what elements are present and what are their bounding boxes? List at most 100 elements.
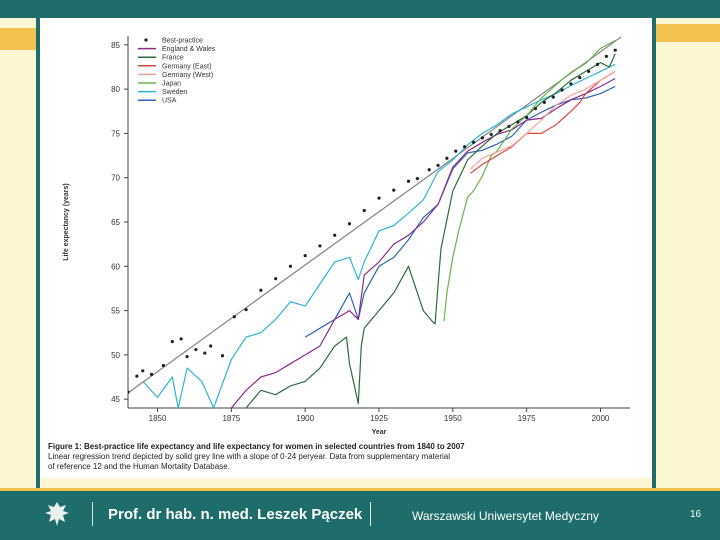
best-practice-point	[141, 369, 145, 373]
series-line-france	[244, 53, 616, 408]
best-practice-point	[209, 344, 213, 348]
best-practice-point	[333, 233, 337, 237]
best-practice-point	[498, 129, 502, 133]
x-axis-label: Year	[372, 429, 387, 436]
best-practice-point	[135, 374, 139, 378]
university-eagle-icon	[45, 502, 69, 526]
figure-caption: Figure 1: Best-practice life expectancy …	[48, 442, 648, 472]
legend-label: France	[162, 55, 184, 62]
figure-panel: 45 50 55 60 65 70 75 80 85 1850 1875 1900 1925 1950 19…	[40, 18, 652, 478]
best-practice-point	[604, 54, 608, 58]
caption-label: Figure 1:	[48, 442, 82, 451]
best-practice-point	[244, 308, 248, 312]
best-practice-point	[303, 254, 307, 258]
series-line-germany-west	[470, 70, 616, 170]
best-practice-point	[392, 188, 396, 192]
best-practice-point	[578, 76, 582, 80]
x-tick-label: 1850	[149, 414, 167, 423]
series-line-usa	[304, 85, 616, 338]
best-practice-point	[288, 264, 293, 268]
legend-label: Germany (East)	[162, 63, 211, 70]
best-practice-point	[347, 222, 352, 226]
regression-trend-line	[128, 36, 622, 394]
legend-label: Best-practice	[162, 38, 203, 45]
right-accent-bar	[654, 24, 720, 42]
y-tick-label: 80	[111, 85, 120, 94]
best-practice-point	[318, 244, 322, 248]
page-number: 16	[690, 509, 702, 520]
figure-right-border	[652, 18, 656, 488]
best-practice-point	[595, 62, 600, 66]
y-tick-label: 60	[111, 262, 120, 271]
best-practice-point	[489, 132, 493, 136]
best-practice-point	[161, 363, 166, 368]
series-line-sweden	[142, 63, 616, 408]
best-practice-point	[415, 177, 419, 181]
best-practice-point	[463, 145, 467, 149]
legend-label: Sweden	[162, 89, 187, 96]
best-practice-point	[560, 88, 564, 92]
plot-area	[128, 36, 622, 408]
x-tick-label: 2000	[592, 414, 610, 423]
best-practice-point	[525, 115, 529, 120]
legend-label: Germany (West)	[162, 72, 213, 79]
best-practice-point	[516, 120, 520, 124]
legend-marker-best-practice	[144, 38, 148, 42]
best-practice-point	[259, 288, 263, 292]
x-tick-label: 1900	[296, 414, 314, 423]
left-accent-bar	[0, 28, 40, 50]
footer-author: Prof. dr hab. n. med. Leszek Pączek	[108, 506, 363, 523]
best-practice-point	[613, 48, 617, 52]
top-band	[0, 0, 720, 18]
x-tick-label: 1875	[222, 414, 240, 423]
x-tick-label: 1950	[444, 414, 462, 423]
best-practice-point	[362, 208, 366, 213]
footer-gold-line	[0, 488, 720, 491]
caption-line-3: of reference 12 and the Human Mortality …	[48, 462, 230, 471]
caption-title: Best-practice life expectancy and life e…	[84, 442, 465, 451]
best-practice-point	[203, 351, 207, 355]
legend-label: Japan	[162, 81, 181, 88]
best-practice-point	[436, 163, 440, 167]
y-axis-label: Life expectancy (years)	[63, 183, 70, 260]
y-tick-label: 75	[111, 129, 120, 138]
figure-left-border	[36, 18, 40, 488]
best-practice-point	[128, 390, 130, 394]
footer-separator-1	[92, 502, 93, 526]
footer-bar: Prof. dr hab. n. med. Leszek Pączek Wars…	[0, 488, 720, 540]
y-tick-label: 70	[111, 174, 120, 183]
best-practice-point	[480, 136, 484, 140]
best-practice-point	[377, 196, 381, 200]
y-tick-label: 85	[111, 41, 120, 50]
best-practice-point	[445, 156, 449, 160]
best-practice-point	[454, 149, 458, 153]
y-tick-label: 55	[111, 307, 120, 316]
best-practice-point	[185, 355, 189, 359]
best-practice-point	[150, 372, 154, 376]
best-practice-point	[179, 337, 183, 341]
best-practice-point	[507, 124, 511, 128]
y-tick-label: 65	[111, 218, 120, 227]
x-tick-label: 1925	[370, 414, 388, 423]
x-tick-label: 1975	[518, 414, 536, 423]
caption-line-2: Linear regression trend depicted by soli…	[48, 452, 450, 461]
series-line-japan	[443, 39, 616, 322]
best-practice-point	[170, 339, 174, 344]
legend-label: USA	[162, 98, 177, 105]
best-practice-point	[220, 354, 225, 358]
y-tick-label: 50	[111, 351, 120, 360]
best-practice-point	[274, 277, 278, 281]
best-practice-point	[471, 140, 476, 144]
series-line-england-wales	[230, 77, 616, 408]
best-practice-point	[587, 69, 591, 74]
best-practice-point	[194, 347, 198, 352]
best-practice-point	[551, 95, 555, 99]
life-expectancy-chart: 45 50 55 60 65 70 75 80 85 1850 1875 1900 1925 1950 19…	[63, 36, 630, 436]
best-practice-point	[232, 315, 236, 319]
y-tick-label: 45	[111, 395, 120, 404]
best-practice-point	[569, 82, 573, 86]
best-practice-point	[533, 107, 538, 111]
series-line-germany-east	[470, 70, 616, 174]
best-practice-point	[427, 168, 431, 172]
